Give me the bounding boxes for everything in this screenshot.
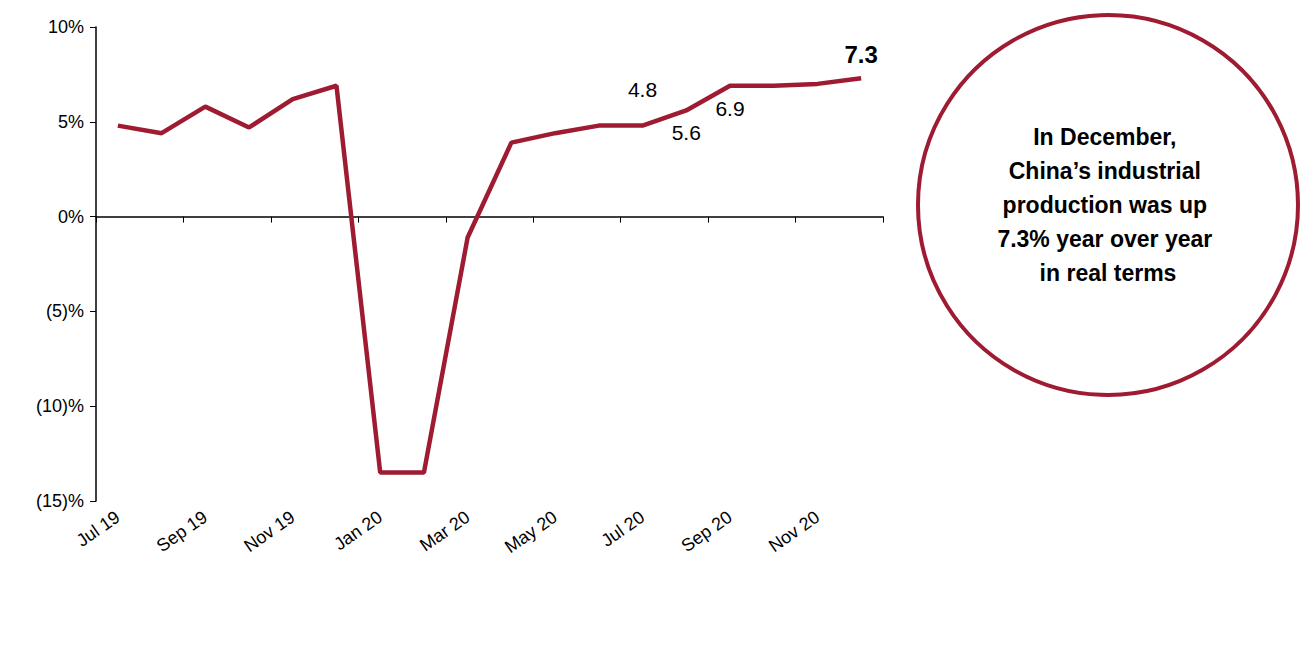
- svg-text:production was up: production was up: [1003, 192, 1214, 218]
- svg-text:Jan 20: Jan 20: [330, 507, 386, 554]
- svg-text:Nov 20: Nov 20: [765, 507, 823, 556]
- svg-text:China’s industrial: China’s industrial: [1009, 158, 1208, 184]
- svg-text:(5)%: (5)%: [46, 301, 84, 321]
- svg-text:4.8: 4.8: [628, 78, 657, 101]
- svg-text:May 20: May 20: [501, 507, 561, 557]
- svg-text:10%: 10%: [48, 17, 84, 37]
- svg-text:Nov 19: Nov 19: [240, 507, 298, 556]
- svg-text:5.6: 5.6: [672, 121, 701, 144]
- svg-text:6.9: 6.9: [715, 97, 744, 120]
- svg-text:0%: 0%: [58, 207, 84, 227]
- svg-text:Mar 20: Mar 20: [416, 507, 473, 556]
- svg-text:In December,: In December,: [1033, 124, 1183, 150]
- svg-text:Jul 20: Jul 20: [597, 507, 648, 551]
- svg-text:Sep 19: Sep 19: [153, 507, 211, 556]
- svg-text:7.3: 7.3: [844, 41, 877, 68]
- svg-text:Jul 19: Jul 19: [73, 507, 124, 551]
- svg-text:in real terms: in real terms: [1040, 260, 1177, 286]
- svg-text:(10)%: (10)%: [36, 396, 84, 416]
- svg-text:Sep 20: Sep 20: [678, 507, 736, 556]
- svg-text:7.3% year over year: 7.3% year over year: [997, 226, 1218, 252]
- svg-text:(15)%: (15)%: [36, 491, 84, 511]
- svg-text:5%: 5%: [58, 112, 84, 132]
